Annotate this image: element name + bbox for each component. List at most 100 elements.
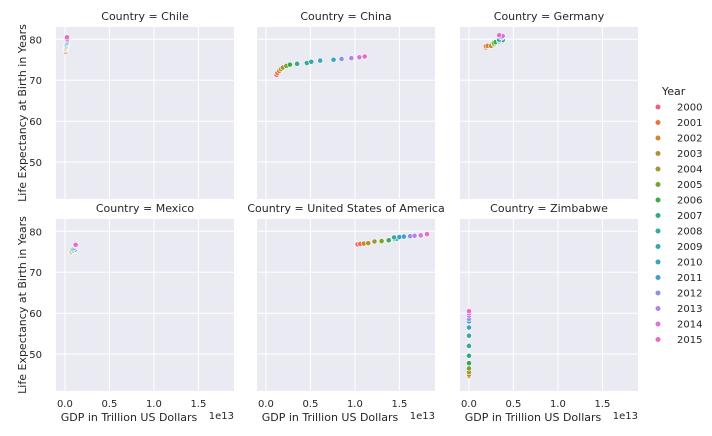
legend-label: 2012 [677, 289, 702, 300]
legend-label: 2009 [677, 242, 702, 253]
legend-marker [654, 258, 662, 266]
data-point [385, 237, 392, 244]
data-point [294, 60, 300, 67]
x-axis-label: GDP in Trillion US Dollars [61, 411, 198, 424]
x-tick-label: 1.5 [594, 399, 610, 410]
data-point [411, 232, 418, 239]
panel-title: Country = Chile [101, 10, 189, 23]
legend-marker [654, 243, 662, 250]
x-axis-offset-text: 1e13 [209, 411, 234, 422]
x-tick-label: 0.0 [57, 399, 73, 410]
legend-marker [654, 305, 662, 312]
y-tick-label: 60 [29, 309, 42, 320]
x-tick-label: 0.0 [461, 399, 477, 410]
data-point [378, 238, 385, 245]
y-axis-label: Life Expectancy at Birth in Years [16, 24, 29, 202]
legend-label: 2002 [677, 134, 702, 145]
data-point [466, 308, 472, 315]
panel-title: Country = Germany [494, 10, 605, 23]
data-point [496, 32, 503, 39]
legend-label: 2003 [677, 149, 702, 160]
data-point [338, 56, 345, 62]
legend-marker [654, 320, 662, 328]
data-point [308, 58, 315, 65]
legend-marker [654, 150, 662, 157]
data-point [317, 57, 324, 64]
x-tick-label: 0.5 [302, 399, 318, 410]
x-tick-label: 1.0 [347, 399, 363, 410]
y-tick-label: 60 [29, 117, 42, 128]
data-point [72, 241, 79, 248]
legend-label: 2007 [677, 211, 702, 222]
panel-title: Country = Zimbabwe [490, 202, 608, 215]
x-tick-label: 0.5 [101, 399, 117, 410]
legend-title: Year [661, 85, 686, 98]
data-point [361, 53, 368, 60]
legend-label: 2000 [677, 103, 702, 114]
legend-label: 2001 [677, 118, 702, 129]
x-tick-label: 1.5 [190, 399, 206, 410]
panel-title: Country = China [300, 10, 391, 23]
panel-background [56, 219, 234, 391]
y-axis-label: Life Expectancy at Birth in Years [16, 216, 29, 394]
legend-marker [654, 227, 662, 235]
x-axis-label: GDP in Trillion US Dollars [465, 411, 602, 424]
data-point [466, 360, 472, 367]
legend-marker [654, 134, 662, 142]
data-point [424, 231, 430, 238]
legend-label: 2011 [677, 273, 702, 284]
panel-background [460, 27, 638, 199]
legend-marker [654, 119, 662, 126]
y-tick-label: 70 [29, 76, 42, 87]
panel-title: Country = Mexico [96, 202, 195, 215]
legend-marker [654, 274, 662, 281]
legend-label: 2015 [677, 335, 702, 346]
data-point [356, 54, 363, 61]
x-tick-label: 1.5 [391, 399, 407, 410]
data-point [466, 343, 472, 349]
x-axis-label: GDP in Trillion US Dollars [262, 411, 399, 424]
y-tick-label: 50 [29, 158, 42, 169]
data-point [287, 61, 293, 68]
x-tick-label: 1.0 [146, 399, 162, 410]
data-point [348, 55, 355, 62]
x-tick-label: 0.0 [258, 399, 274, 410]
legend-label: 2013 [677, 304, 702, 315]
panel-background [56, 27, 234, 199]
x-tick-label: 0.5 [505, 399, 521, 410]
data-point [466, 365, 472, 372]
data-point [371, 238, 378, 245]
y-tick-label: 50 [29, 350, 42, 361]
y-tick-label: 80 [29, 35, 42, 46]
legend-marker [654, 336, 662, 343]
data-point [365, 240, 372, 247]
y-tick-label: 80 [29, 227, 42, 238]
x-axis-offset-text: 1e13 [410, 411, 435, 422]
y-tick-label: 70 [29, 268, 42, 279]
x-axis-offset-text: 1e13 [613, 411, 638, 422]
legend-label: 2014 [677, 320, 702, 331]
data-point [330, 56, 337, 63]
legend-label: 2004 [677, 165, 702, 176]
data-point [466, 352, 472, 359]
legend-marker [654, 196, 662, 204]
legend-label: 2006 [677, 196, 702, 207]
legend-marker [654, 165, 662, 173]
data-point [391, 234, 397, 241]
legend-label: 2005 [677, 180, 702, 191]
panel-background [460, 219, 638, 391]
data-point [417, 232, 424, 239]
legend-label: 2008 [677, 227, 702, 238]
legend-marker [654, 289, 662, 297]
legend-marker [654, 103, 662, 111]
data-point [466, 324, 472, 331]
legend-marker [654, 181, 662, 188]
data-point [466, 332, 472, 339]
x-tick-label: 1.0 [550, 399, 566, 410]
data-point [400, 233, 407, 240]
legend-label: 2010 [677, 258, 702, 269]
data-point [64, 34, 70, 41]
panel-background [257, 219, 435, 391]
